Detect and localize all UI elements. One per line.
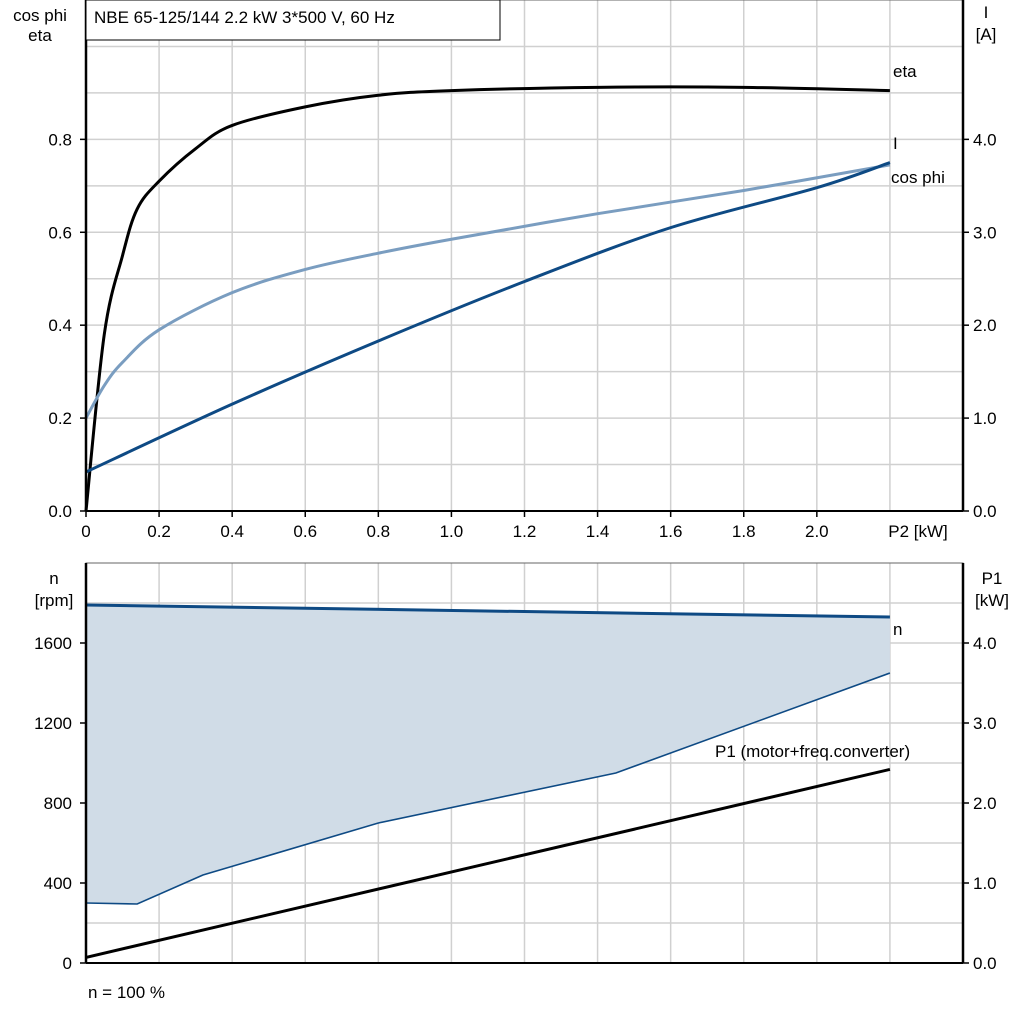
- top-right-y-tick-label: 3.0: [973, 223, 997, 242]
- bottom-left-y-tick-label: 1600: [34, 634, 72, 653]
- bottom-left-y-tick-label: 400: [44, 874, 72, 893]
- top-right-y-tick-label: 2.0: [973, 316, 997, 335]
- top-xlabel: P2 [kW]: [888, 522, 948, 541]
- bottom-right-ylabel-2: [kW]: [975, 591, 1009, 610]
- series-label-speed: n: [893, 620, 902, 639]
- top-right-y-tick-label: 1.0: [973, 409, 997, 428]
- x-tick-label: 0.4: [220, 522, 244, 541]
- bottom-left-ylabel-1: n: [49, 569, 58, 588]
- top-left-ylabel-2: eta: [28, 26, 52, 45]
- top-grid: [86, 0, 963, 511]
- top-left-y-tick-label: 0.8: [48, 130, 72, 149]
- top-right-ylabel-2: [A]: [976, 25, 997, 44]
- min-speed-curve: [85, 672, 891, 905]
- bottom-right-y-tick-label: 3.0: [973, 714, 997, 733]
- x-tick-label: 0.2: [147, 522, 171, 541]
- bottom-right-ylabel-1: P1: [982, 569, 1003, 588]
- speed-range-area: [86, 605, 890, 904]
- bottom-left-y-tick-label: 1200: [34, 714, 72, 733]
- eta-curve: [84, 85, 890, 512]
- x-tick-label: 1.4: [586, 522, 610, 541]
- x-tick-label: 1.8: [732, 522, 756, 541]
- current-curve: [85, 161, 891, 474]
- x-tick-label: 1.2: [513, 522, 537, 541]
- top-right-ylabel-1: I: [984, 3, 989, 22]
- x-tick-label: 0.6: [293, 522, 317, 541]
- bottom-left-y-tick-label: 800: [44, 794, 72, 813]
- bottom-right-y-tick-label: 2.0: [973, 794, 997, 813]
- bottom-left-y-tick-label: 0: [63, 954, 72, 973]
- chart-title: NBE 65-125/144 2.2 kW 3*500 V, 60 Hz: [94, 8, 395, 27]
- speed-curve: [85, 603, 890, 619]
- x-tick-label: 0.8: [367, 522, 391, 541]
- bottom-left-ylabel-2: [rpm]: [35, 591, 74, 610]
- p1-curve: [85, 767, 891, 959]
- x-tick-label: 2.0: [805, 522, 829, 541]
- x-tick-label: 1.0: [440, 522, 464, 541]
- top-left-y-tick-label: 0.6: [48, 223, 72, 242]
- series-label-p1: P1 (motor+freq.converter): [715, 742, 910, 761]
- title-box: [85, 0, 501, 41]
- series-label-eta: eta: [893, 62, 917, 81]
- series-label-current: I: [893, 134, 898, 153]
- x-tick-label: 0: [81, 522, 90, 541]
- top-left-ylabel-1: cos phi: [13, 6, 67, 25]
- series-label-cos-phi: cos phi: [891, 168, 945, 187]
- top-left-y-tick-label: 0.0: [48, 502, 72, 521]
- bottom-right-y-tick-label: 4.0: [973, 634, 997, 653]
- bottom-right-y-tick-label: 1.0: [973, 874, 997, 893]
- top-left-y-tick-label: 0.4: [48, 316, 72, 335]
- top-left-y-tick-label: 0.2: [48, 409, 72, 428]
- bottom-right-y-tick-label: 0.0: [973, 954, 997, 973]
- top-right-y-tick-label: 4.0: [973, 130, 997, 149]
- footer-note: n = 100 %: [88, 983, 165, 1002]
- top-right-y-tick-label: 0.0: [973, 502, 997, 521]
- cos-phi-curve: [84, 163, 891, 419]
- x-tick-label: 1.6: [659, 522, 683, 541]
